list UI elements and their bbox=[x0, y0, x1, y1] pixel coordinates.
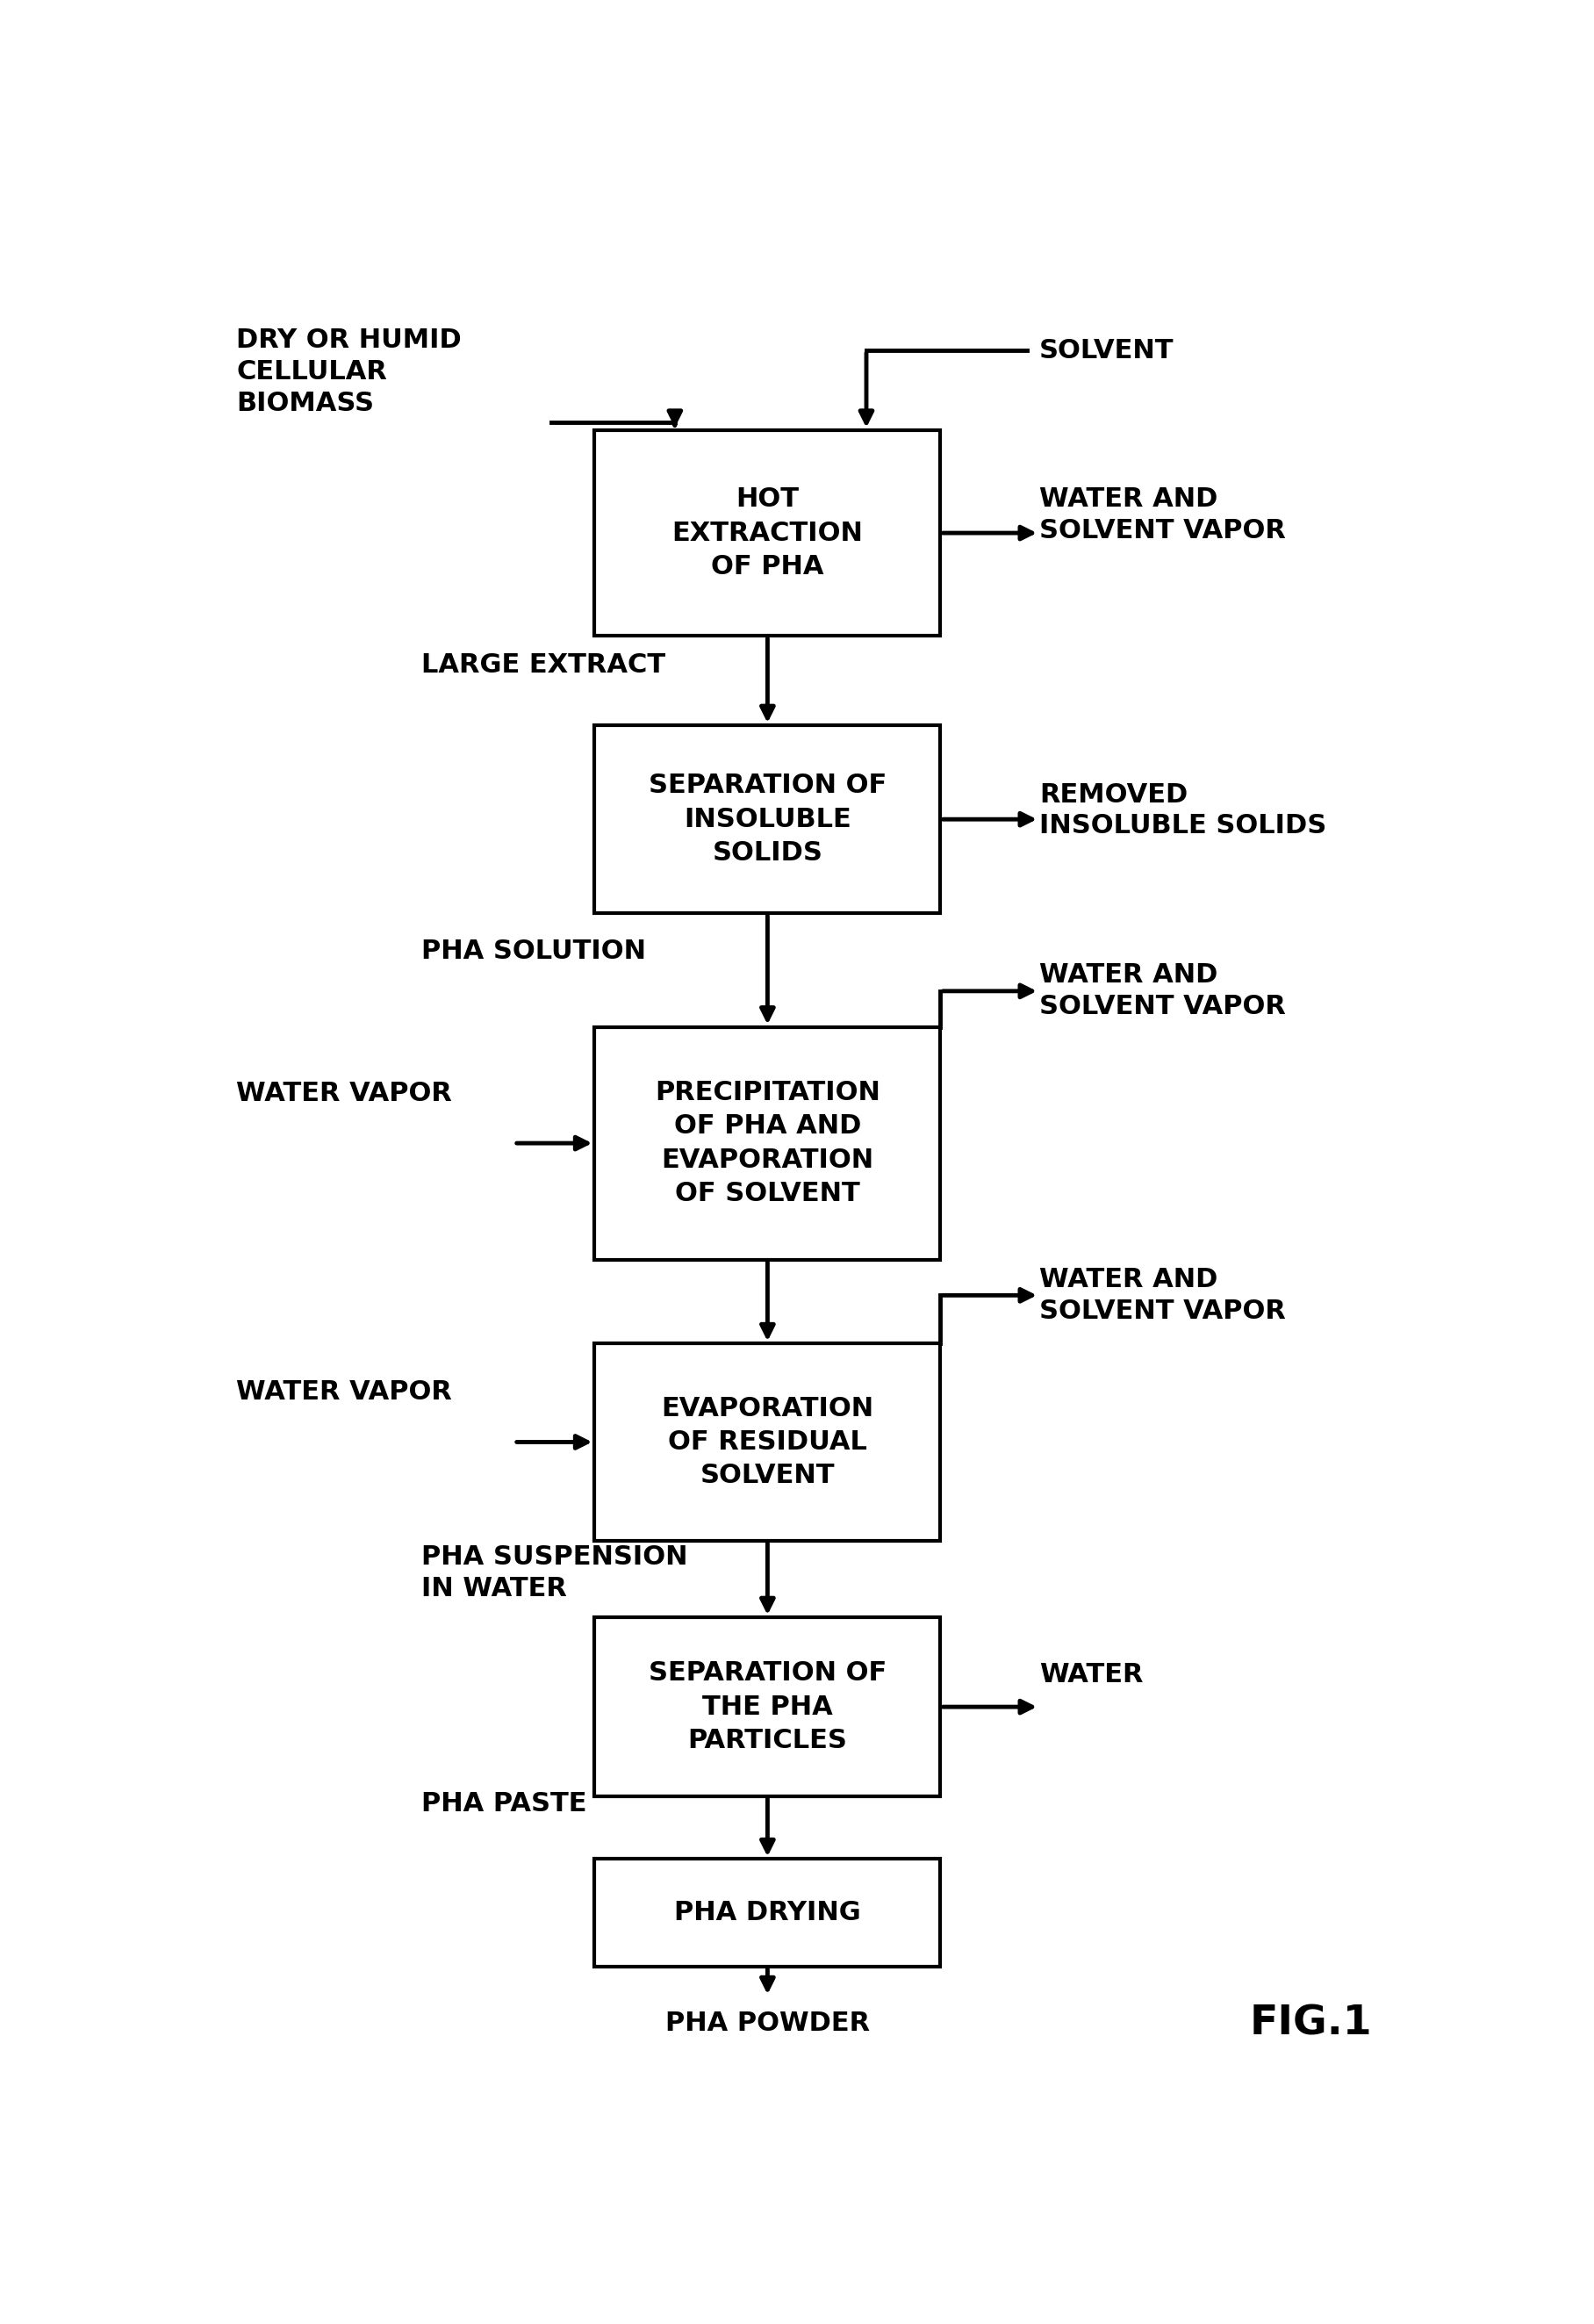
Bar bbox=[595, 1027, 940, 1260]
Text: REMOVED
INSOLUBLE SOLIDS: REMOVED INSOLUBLE SOLIDS bbox=[1039, 781, 1326, 839]
Text: PHA SOLUTION: PHA SOLUTION bbox=[421, 939, 646, 964]
Text: WATER AND
SOLVENT VAPOR: WATER AND SOLVENT VAPOR bbox=[1039, 1267, 1286, 1325]
Text: EVAPORATION
OF RESIDUAL
SOLVENT: EVAPORATION OF RESIDUAL SOLVENT bbox=[662, 1397, 874, 1487]
Bar bbox=[595, 725, 940, 913]
Text: WATER: WATER bbox=[1039, 1662, 1143, 1687]
Text: PHA SUSPENSION
IN WATER: PHA SUSPENSION IN WATER bbox=[421, 1543, 689, 1601]
Bar bbox=[595, 430, 940, 637]
Text: HOT
EXTRACTION
OF PHA: HOT EXTRACTION OF PHA bbox=[673, 486, 862, 579]
Text: WATER VAPOR: WATER VAPOR bbox=[236, 1081, 453, 1106]
Text: PHA PASTE: PHA PASTE bbox=[421, 1792, 587, 1817]
Text: PHA DRYING: PHA DRYING bbox=[674, 1901, 861, 1924]
Bar bbox=[595, 1859, 940, 1966]
Bar bbox=[595, 1343, 940, 1541]
Text: DRY OR HUMID
CELLULAR
BIOMASS: DRY OR HUMID CELLULAR BIOMASS bbox=[236, 328, 462, 416]
Text: PHA POWDER: PHA POWDER bbox=[665, 2010, 870, 2036]
Bar bbox=[595, 1618, 940, 1796]
Text: FIG.1: FIG.1 bbox=[1250, 2003, 1372, 2043]
Text: WATER AND
SOLVENT VAPOR: WATER AND SOLVENT VAPOR bbox=[1039, 962, 1286, 1020]
Text: SOLVENT: SOLVENT bbox=[1039, 337, 1175, 363]
Text: LARGE EXTRACT: LARGE EXTRACT bbox=[421, 653, 666, 679]
Text: SEPARATION OF
THE PHA
PARTICLES: SEPARATION OF THE PHA PARTICLES bbox=[649, 1662, 886, 1752]
Text: WATER AND
SOLVENT VAPOR: WATER AND SOLVENT VAPOR bbox=[1039, 486, 1286, 544]
Text: WATER VAPOR: WATER VAPOR bbox=[236, 1378, 453, 1404]
Text: SEPARATION OF
INSOLUBLE
SOLIDS: SEPARATION OF INSOLUBLE SOLIDS bbox=[649, 774, 886, 865]
Text: PRECIPITATION
OF PHA AND
EVAPORATION
OF SOLVENT: PRECIPITATION OF PHA AND EVAPORATION OF … bbox=[655, 1081, 880, 1206]
